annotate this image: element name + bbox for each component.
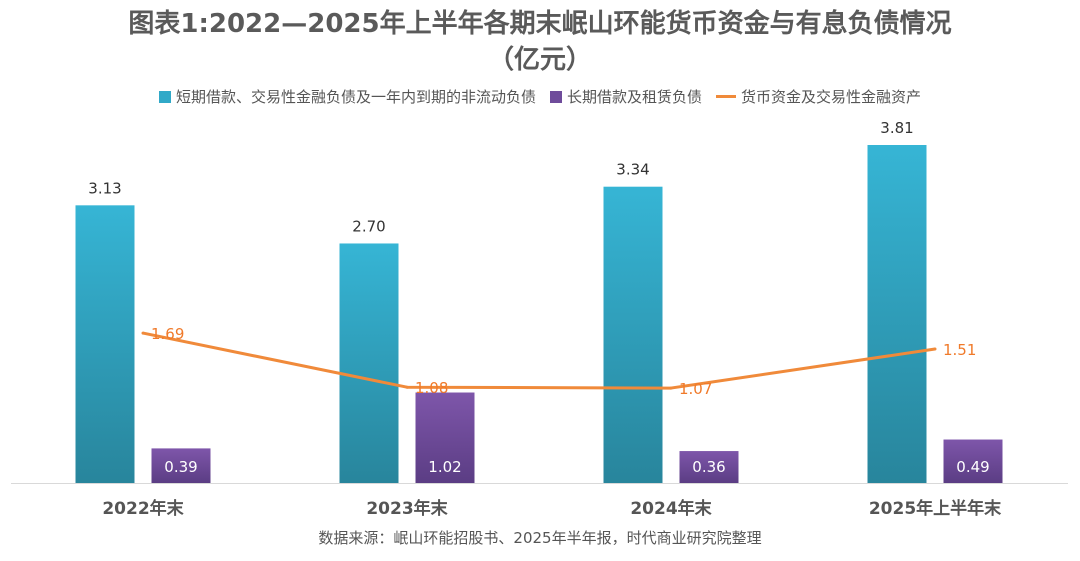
data-label: 1.08 [415,379,448,397]
subtitle-line: （亿元） [487,45,592,75]
source-note: 数据来源：岷山环能招股书、2025年半年报，时代商业研究院整理 [318,529,762,547]
legend-line [716,95,736,98]
bar-short-term-debt [603,186,663,483]
x-tick-label: 2023年末 [366,498,448,519]
bar-short-term-debt [867,145,927,483]
legend-swatch [158,90,171,103]
data-label: 3.81 [880,119,913,137]
data-label: 1.69 [151,325,184,343]
x-tick-label: 2024年末 [630,498,712,519]
bar-long-term-debt [679,451,739,483]
x-tick-label: 2022年末 [102,498,184,519]
bar-short-term-debt [75,205,135,484]
bar-long-term-debt [415,392,475,483]
data-label: 1.07 [679,380,712,398]
legend-item-cash: 货币资金及交易性金融资产 [716,86,921,107]
legend-swatch [549,90,562,103]
data-label: 3.13 [88,179,121,197]
legend-label: 长期借款及租赁负债 [566,88,702,106]
legend-item-long-term-debt: 长期借款及租赁负债 [549,86,702,107]
bar-short-term-debt [339,243,399,483]
line-cash [142,331,936,390]
data-label: 2.70 [352,217,385,235]
legend: 短期借款、交易性金融负债及一年内到期的非流动负债 长期借款及租赁负债 货币资金及… [0,86,1080,107]
data-label: 0.49 [956,458,989,476]
line-point [669,386,673,390]
title-line: 图表1:2022—2025年上半年各期末岷山环能货币资金与有息负债情况 [128,9,952,39]
line-point [405,385,409,389]
bar-long-term-debt [943,439,1003,483]
line-point [933,347,937,351]
legend-label: 短期借款、交易性金融负债及一年内到期的非流动负债 [175,88,536,106]
legend-label: 货币资金及交易性金融资产 [741,88,922,106]
data-label: 0.36 [692,458,725,476]
line-point [141,331,145,335]
x-tick-label: 2025年上半年末 [869,498,1002,519]
bar-long-term-debt [151,448,211,483]
chart-title: 图表1:2022—2025年上半年各期末岷山环能货币资金与有息负债情况 （亿元） [0,6,1080,78]
legend-item-short-term-debt: 短期借款、交易性金融负债及一年内到期的非流动负债 [158,86,536,107]
data-label: 0.39 [164,458,197,476]
data-label: 1.02 [428,458,461,476]
data-label: 1.51 [943,341,976,359]
data-label: 3.34 [616,161,649,179]
